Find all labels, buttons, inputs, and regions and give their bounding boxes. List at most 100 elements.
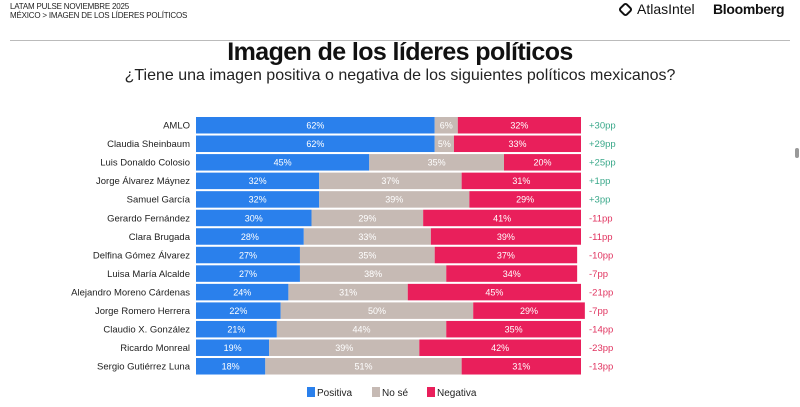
report-label: LATAM PULSE NOVIEMBRE 2025 xyxy=(10,2,129,11)
bar-value-label: 29% xyxy=(516,195,534,205)
bar-negativa xyxy=(434,246,578,264)
category-label: Jorge Romero Herrera xyxy=(95,306,191,317)
category-label: Ricardo Monreal xyxy=(120,343,190,354)
bar-positiva xyxy=(196,191,320,208)
bar-value-label: 38% xyxy=(364,269,382,279)
bar-positiva xyxy=(196,117,435,134)
bar-negativa xyxy=(453,135,581,153)
bar-value-label: 35% xyxy=(428,158,446,168)
bar-no-s- xyxy=(276,320,447,338)
bar-negativa xyxy=(407,283,581,301)
bar-value-label: 18% xyxy=(222,362,240,372)
bar-value-label: 20% xyxy=(533,158,551,168)
bar-value-label: 51% xyxy=(354,362,372,372)
scrollbar[interactable] xyxy=(795,148,799,158)
bar-value-label: 33% xyxy=(508,139,526,149)
chart-subtitle: ¿Tiene una imagen positiva o negativa de… xyxy=(124,67,676,84)
net-difference-label: +1pp xyxy=(589,176,610,187)
bar-value-label: 32% xyxy=(249,195,267,205)
bar-positiva xyxy=(196,358,266,375)
net-difference-label: +30pp xyxy=(589,121,616,132)
category-label: Luisa María Alcalde xyxy=(107,269,190,280)
net-difference-label: -7pp xyxy=(589,269,608,280)
bar-no-s- xyxy=(299,246,435,264)
breadcrumb: MÉXICO > IMAGEN DE LOS LÍDERES POLÍTICOS xyxy=(10,11,188,20)
bar-value-label: 39% xyxy=(497,232,515,242)
bar-value-label: 42% xyxy=(491,343,509,353)
bar-no-s- xyxy=(280,302,474,319)
bar-value-label: 35% xyxy=(505,324,523,334)
bar-positiva xyxy=(196,135,435,153)
net-difference-label: -23pp xyxy=(589,343,613,354)
bar-value-label: 29% xyxy=(358,213,376,223)
bar-value-label: 30% xyxy=(245,213,263,223)
category-label: AMLO xyxy=(163,121,190,132)
legend-swatch xyxy=(372,387,380,397)
bar-no-s- xyxy=(369,154,504,171)
category-label: Samuel García xyxy=(127,195,191,206)
bar-positiva xyxy=(196,228,304,245)
legend-label: Negativa xyxy=(437,388,477,399)
bar-value-label: 45% xyxy=(485,287,503,297)
net-difference-label: -11pp xyxy=(589,232,613,243)
category-label: Claudia Sheinbaum xyxy=(107,139,190,150)
bar-value-label: 31% xyxy=(512,176,530,186)
net-difference-label: -13pp xyxy=(589,362,613,373)
net-difference-label: -14pp xyxy=(589,324,613,335)
bar-value-label: 21% xyxy=(227,324,245,334)
bar-no-s- xyxy=(269,339,420,356)
bar-negativa xyxy=(419,339,581,356)
bar-negativa xyxy=(461,358,581,375)
bar-negativa xyxy=(473,302,585,319)
bar-negativa xyxy=(423,209,581,227)
bar-positiva xyxy=(196,265,300,282)
bar-value-label: 44% xyxy=(353,324,371,334)
bar-positiva xyxy=(196,283,289,301)
legend-swatch xyxy=(427,387,435,397)
bar-no-s- xyxy=(319,172,462,190)
category-label: Gerardo Fernández xyxy=(107,213,190,224)
bar-no-s- xyxy=(288,283,408,301)
bar-no-s- xyxy=(434,117,458,134)
bar-value-label: 39% xyxy=(335,343,353,353)
category-label: Luis Donaldo Colosio xyxy=(100,158,190,169)
bar-value-label: 41% xyxy=(493,213,511,223)
bar-value-label: 31% xyxy=(512,362,530,372)
net-difference-label: -7pp xyxy=(589,306,608,317)
bar-no-s- xyxy=(311,209,424,227)
net-difference-label: -11pp xyxy=(589,213,613,224)
bar-value-label: 50% xyxy=(368,306,386,316)
net-difference-label: -10pp xyxy=(589,250,613,261)
bar-value-label: 6% xyxy=(440,121,453,131)
bar-positiva xyxy=(196,339,270,356)
bar-value-label: 45% xyxy=(274,158,292,168)
bar-positiva xyxy=(196,209,312,227)
bar-value-label: 33% xyxy=(358,232,376,242)
divider xyxy=(10,40,790,41)
net-difference-label: +3pp xyxy=(589,195,610,206)
bar-value-label: 37% xyxy=(381,176,399,186)
bar-value-label: 32% xyxy=(510,121,528,131)
bar-value-label: 19% xyxy=(224,343,242,353)
category-label: Delfina Gómez Álvarez xyxy=(93,250,190,261)
bar-value-label: 27% xyxy=(239,250,257,260)
bar-no-s- xyxy=(299,265,447,282)
bar-value-label: 22% xyxy=(229,306,247,316)
category-label: Alejandro Moreno Cárdenas xyxy=(71,287,190,298)
legend-label: Positiva xyxy=(317,388,352,399)
net-difference-label: +25pp xyxy=(589,158,616,169)
bar-value-label: 32% xyxy=(249,176,267,186)
bloomberg-logo: Bloomberg xyxy=(713,1,785,17)
bar-positiva xyxy=(196,320,277,338)
bar-value-label: 5% xyxy=(438,139,451,149)
bar-value-label: 62% xyxy=(306,139,324,149)
bar-positiva xyxy=(196,154,370,171)
net-difference-label: +29pp xyxy=(589,139,616,150)
net-difference-label: -21pp xyxy=(589,287,613,298)
category-label: Clara Brugada xyxy=(129,232,191,243)
bar-value-label: 35% xyxy=(358,250,376,260)
bar-negativa xyxy=(457,117,581,134)
bar-no-s- xyxy=(303,228,431,245)
bar-positiva xyxy=(196,246,300,264)
